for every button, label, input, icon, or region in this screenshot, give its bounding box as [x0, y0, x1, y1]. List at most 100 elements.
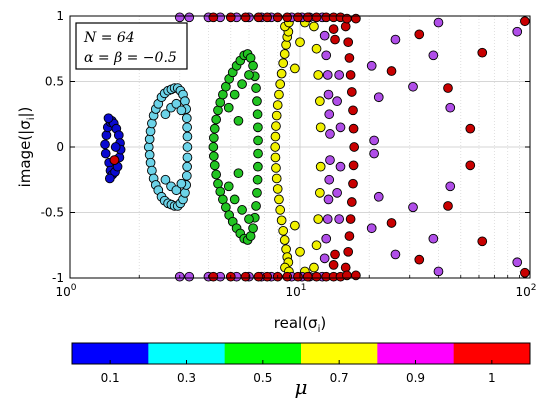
data-point: [233, 115, 244, 126]
data-point: [113, 130, 124, 141]
data-point: [104, 173, 115, 184]
data-point: [182, 142, 193, 152]
data-point: [343, 37, 354, 48]
data-point: [233, 168, 244, 179]
data-point: [373, 92, 384, 103]
data-point: [253, 148, 263, 159]
data-point: [278, 58, 289, 69]
data-point: [335, 161, 346, 172]
data-point: [328, 24, 339, 34]
data-point: [208, 142, 219, 152]
data-point: [208, 132, 219, 143]
data-point: [270, 142, 281, 152]
data-point: [330, 249, 340, 260]
data-point: [275, 205, 286, 215]
data-point: [274, 89, 284, 100]
data-point: [176, 178, 187, 189]
colorbar-segment: [148, 343, 226, 364]
colorbar: 0.1 0.3 0.5 0.7 0.9 1 μ: [71, 342, 531, 399]
y-tick-label: 0: [56, 140, 64, 154]
data-point: [477, 47, 488, 58]
data-point: [270, 131, 281, 142]
data-point: [390, 34, 401, 45]
data-point: [465, 160, 476, 171]
data-point: [344, 231, 355, 241]
data-point: [321, 233, 332, 244]
data-point: [408, 202, 418, 213]
data-point: [272, 12, 283, 23]
data-point: [309, 262, 319, 273]
data-point: [147, 165, 157, 176]
data-point: [223, 181, 234, 192]
data-point: [160, 109, 171, 120]
data-point: [160, 174, 171, 185]
data-point: [335, 122, 346, 133]
data-point: [414, 254, 425, 265]
data-point: [346, 197, 357, 207]
data-point: [520, 16, 530, 27]
data-point: [386, 218, 397, 228]
data-point: [252, 174, 263, 185]
data-point: [147, 118, 157, 129]
data-point: [248, 60, 258, 71]
colorbar-segment: [301, 343, 378, 364]
data-point: [369, 148, 379, 159]
data-point: [443, 83, 453, 93]
colorbar-label: 0.9: [406, 371, 425, 385]
data-point: [443, 201, 453, 211]
data-point: [295, 37, 305, 48]
data-point: [302, 271, 313, 282]
data-point: [325, 129, 335, 139]
data-point: [184, 12, 195, 23]
data-point: [248, 223, 258, 234]
data-point: [311, 43, 322, 54]
data-points: [100, 12, 530, 282]
colorbar-label: 1: [488, 371, 496, 385]
data-point: [309, 21, 319, 32]
data-point: [323, 89, 334, 100]
data-point: [208, 271, 219, 282]
data-point: [366, 60, 377, 71]
data-point: [171, 185, 182, 196]
data-point: [262, 12, 273, 23]
data-point: [290, 63, 300, 74]
data-point: [345, 70, 356, 80]
data-point: [171, 98, 182, 109]
data-point: [324, 174, 335, 185]
data-point: [276, 215, 287, 226]
data-point: [348, 160, 359, 171]
data-point: [315, 122, 326, 133]
data-point: [181, 113, 192, 124]
data-point: [332, 96, 342, 107]
data-point: [223, 102, 234, 113]
data-point: [182, 161, 192, 172]
data-point: [428, 233, 439, 244]
x-tick-label: 101: [285, 283, 306, 299]
legend-box: N = 64 α = β = −0.5: [75, 22, 188, 70]
data-point: [100, 139, 110, 150]
x-tick-label: 102: [515, 283, 536, 299]
data-point: [240, 12, 251, 23]
data-point: [237, 205, 247, 215]
data-point: [176, 105, 187, 116]
data-point: [311, 12, 322, 23]
x-axis-label: real(σi): [274, 314, 326, 335]
colorbar-segment: [377, 343, 455, 364]
data-point: [512, 257, 523, 268]
data-point: [386, 66, 397, 76]
data-point: [348, 178, 358, 189]
data-point: [281, 39, 291, 50]
data-point: [322, 214, 333, 224]
colorbar-segment: [453, 343, 531, 364]
data-point: [334, 70, 345, 80]
data-point: [208, 12, 219, 23]
data-point: [324, 109, 335, 120]
data-point: [281, 244, 291, 255]
colorbar-label: 0.1: [101, 371, 120, 385]
data-point: [295, 246, 305, 257]
data-point: [252, 109, 263, 120]
data-point: [313, 214, 324, 224]
data-point: [271, 163, 281, 173]
data-point: [433, 17, 444, 28]
